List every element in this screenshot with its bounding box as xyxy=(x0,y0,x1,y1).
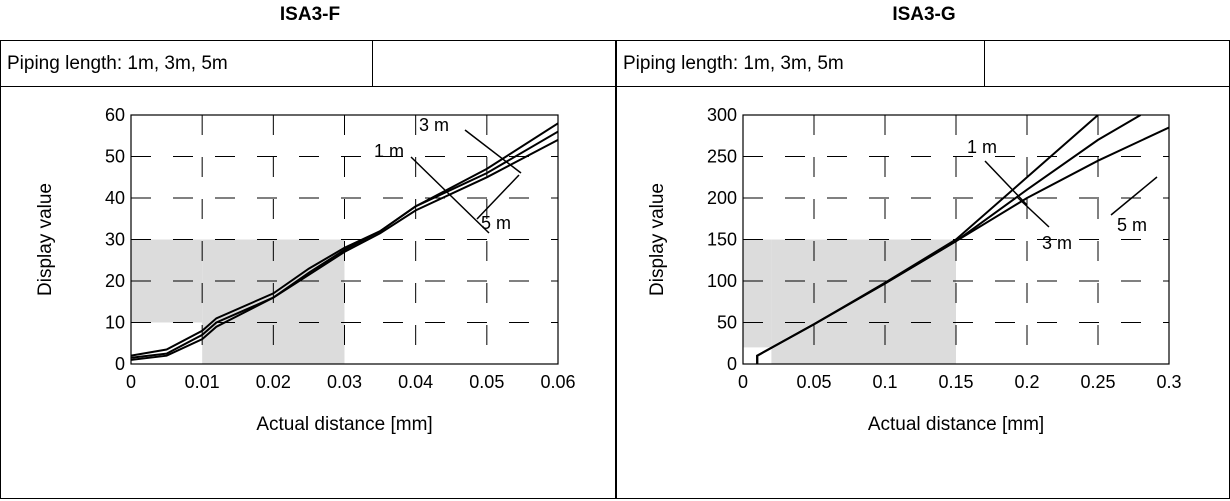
annotation-leader xyxy=(1016,196,1050,228)
x-tick-label: 0.1 xyxy=(872,372,897,392)
series-annotation: 5 m xyxy=(481,213,511,233)
panel-title-left: ISA3-F xyxy=(279,4,341,25)
series-line-5m xyxy=(131,139,558,361)
annotation-leader xyxy=(984,160,1028,206)
x-tick-label: 0 xyxy=(126,372,136,392)
y-tick-label: 20 xyxy=(105,271,125,291)
y-tick-label: 50 xyxy=(105,147,125,167)
panel-title-right: ISA3-G xyxy=(892,4,956,25)
info-row-left: Piping length: 1m, 3m, 5m xyxy=(1,41,615,87)
y-tick-label: 200 xyxy=(707,188,737,208)
panel-right: Piping length: 1m, 3m, 5m 0 0.05 0.1 0.15 0.… xyxy=(616,40,1230,499)
series-line-5m xyxy=(756,126,1169,364)
y-axis-label: Display value xyxy=(35,183,56,296)
series-line-3m xyxy=(131,130,558,359)
x-tick-label: 0.15 xyxy=(938,372,973,392)
x-axis-label: Actual distance [mm] xyxy=(868,414,1044,435)
y-axis-label: Display value xyxy=(647,183,668,296)
y-tick-label: 40 xyxy=(105,188,125,208)
piping-length-label-right: Piping length: 1m, 3m, 5m xyxy=(617,41,985,86)
y-tick-label: 60 xyxy=(105,105,125,125)
series-annotation: 1 m xyxy=(967,137,997,157)
x-tick-label: 0 xyxy=(738,372,748,392)
series-annotation: 5 m xyxy=(1117,215,1147,235)
annotation-leader xyxy=(464,129,522,174)
x-tick-label: 0.3 xyxy=(1156,372,1181,392)
annotation-leader xyxy=(1110,176,1158,216)
plot-frame xyxy=(742,114,1170,365)
shaded-region-extension xyxy=(743,239,772,348)
panel-left: Piping length: 1m, 3m, 5m 0 0.01 0.02 0.03 0… xyxy=(0,40,616,499)
x-tick-label: 0.04 xyxy=(398,372,433,392)
x-tick-label: 0.06 xyxy=(540,372,575,392)
y-tick-label: 0 xyxy=(115,354,125,374)
y-tick-label: 250 xyxy=(707,147,737,167)
series-annotation: 1 m xyxy=(374,141,404,161)
annotation-leader xyxy=(410,156,490,234)
series-annotation: 3 m xyxy=(1042,233,1072,253)
series-annotation: 3 m xyxy=(419,115,449,135)
x-tick-label: 0.05 xyxy=(469,372,504,392)
y-tick-label: 300 xyxy=(707,105,737,125)
x-tick-label: 0.05 xyxy=(796,372,831,392)
chart-isa3-g: 0 0.05 0.1 0.15 0.2 0.25 0.3 0 50 100 150 200 250 300… xyxy=(647,105,1182,435)
y-tick-label: 100 xyxy=(707,271,737,291)
x-tick-label: 0.02 xyxy=(256,372,291,392)
x-tick-label: 0.03 xyxy=(327,372,362,392)
x-axis-label: Actual distance [mm] xyxy=(256,414,432,435)
x-tick-label: 0.25 xyxy=(1080,372,1115,392)
y-tick-label: 0 xyxy=(727,354,737,374)
y-tick-label: 50 xyxy=(717,313,737,333)
x-tick-label: 0.2 xyxy=(1014,372,1039,392)
series-line-1m xyxy=(131,122,558,357)
y-tick-label: 10 xyxy=(105,313,125,333)
y-tick-label: 30 xyxy=(105,230,125,250)
plot-frame xyxy=(130,114,559,365)
y-tick-label: 150 xyxy=(707,230,737,250)
piping-length-label-left: Piping length: 1m, 3m, 5m xyxy=(1,41,373,86)
annotation-leader xyxy=(476,174,520,220)
chart-isa3-f: 0 0.01 0.02 0.03 0.04 0.05 0.06 0 10 20 30 40 50 60 3 … xyxy=(35,105,576,435)
info-row-right: Piping length: 1m, 3m, 5m xyxy=(617,41,1229,87)
info-cell-empty-left xyxy=(373,41,616,86)
info-cell-empty-right xyxy=(985,41,1229,86)
x-tick-label: 0.01 xyxy=(185,372,220,392)
